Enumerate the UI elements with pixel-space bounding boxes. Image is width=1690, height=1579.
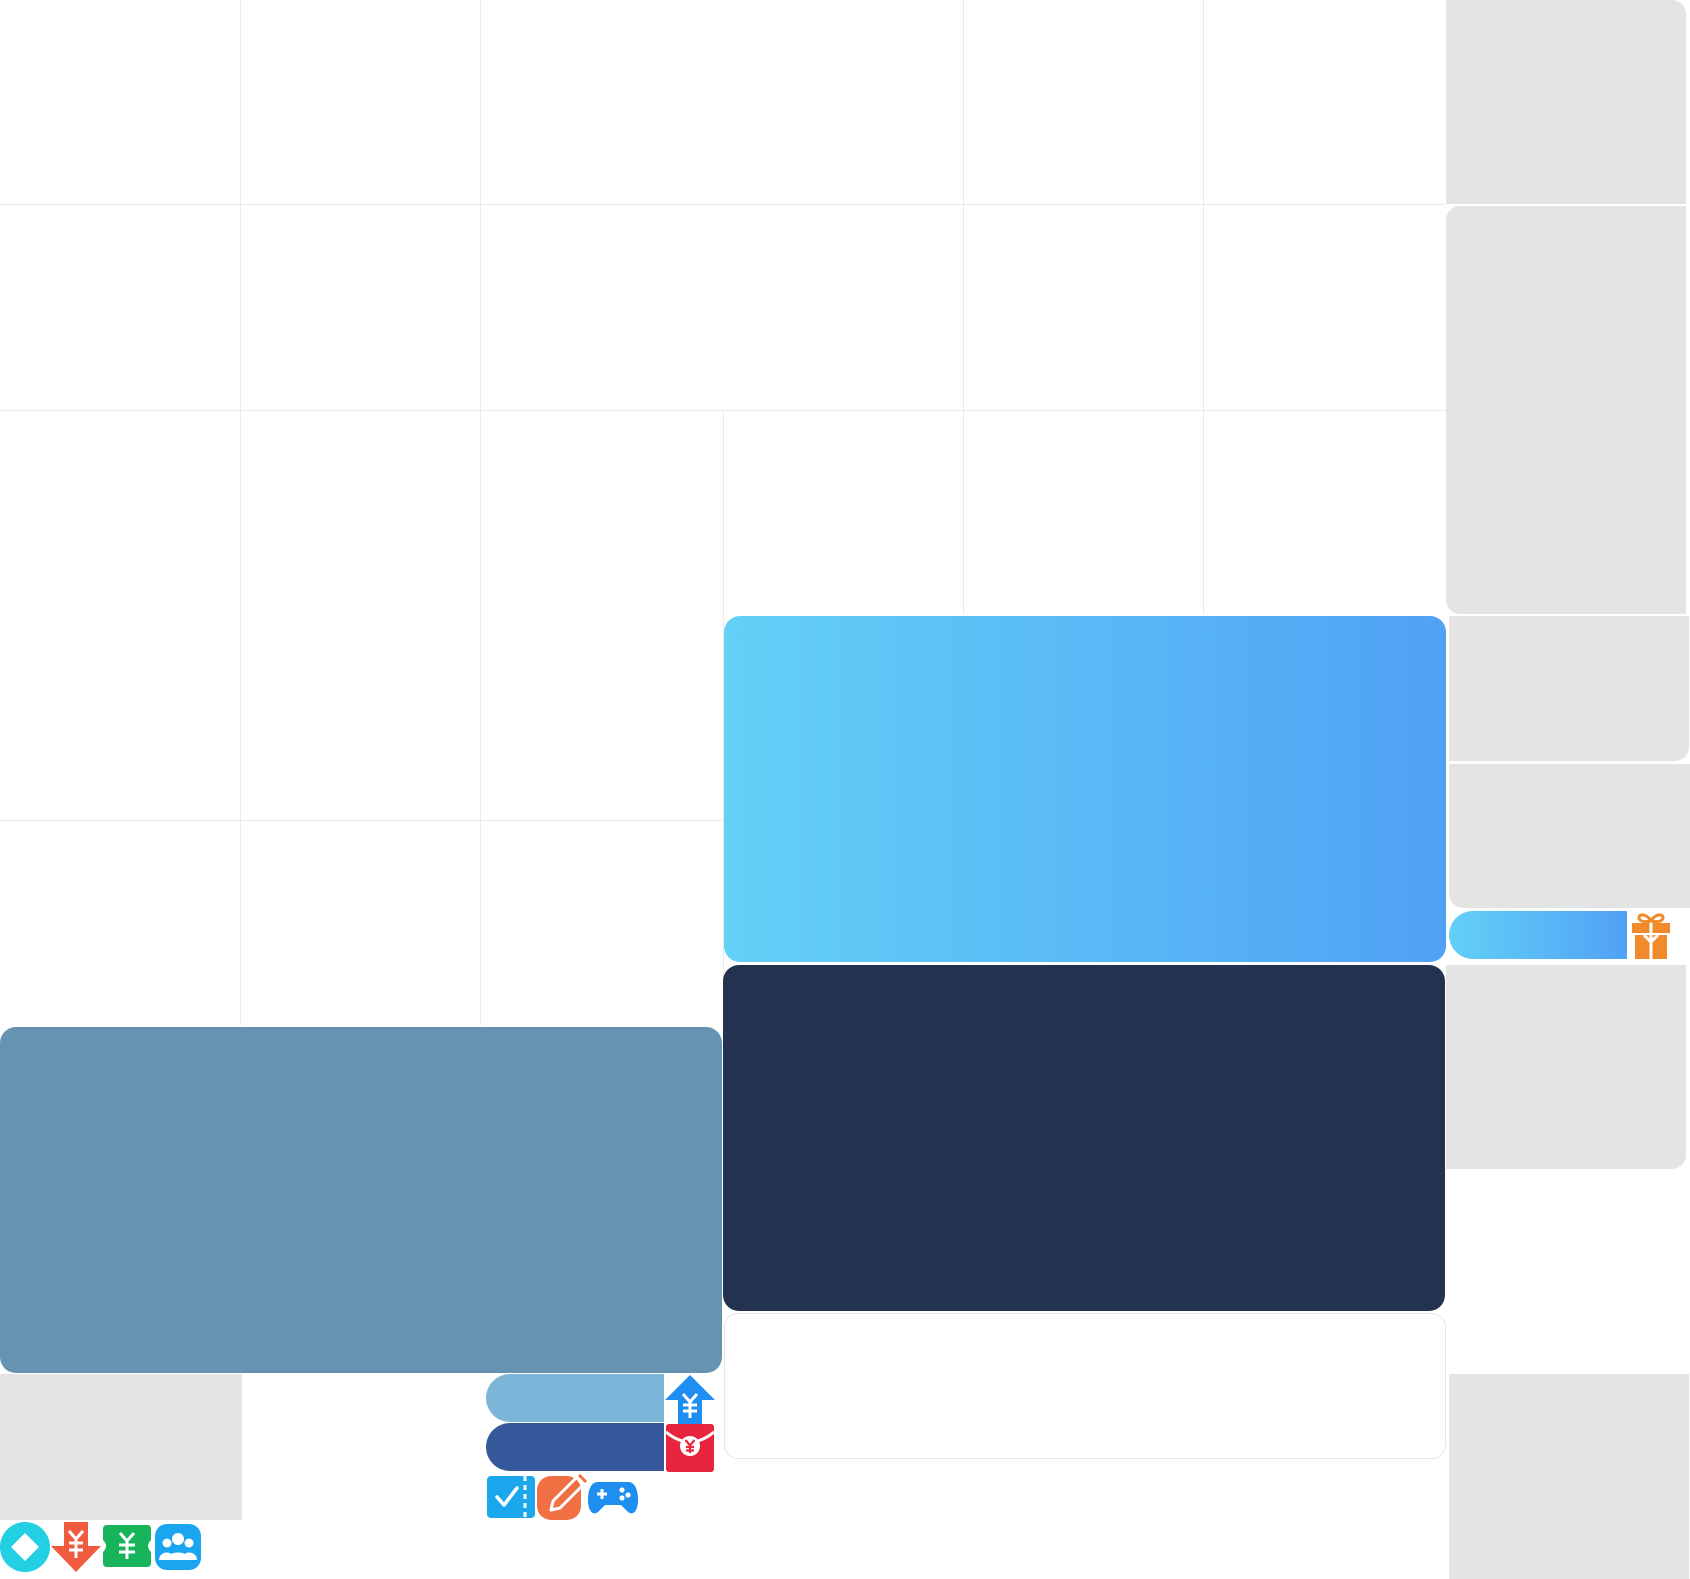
placeholder-tile — [1449, 616, 1689, 761]
red-envelope-icon[interactable] — [666, 1424, 714, 1472]
pencil-edit-icon[interactable] — [537, 1474, 587, 1520]
placeholder-tile — [1449, 1374, 1689, 1579]
grid-line — [723, 410, 724, 1025]
placeholder-tile — [1446, 965, 1686, 1169]
yuan-ticket-icon[interactable] — [103, 1525, 151, 1567]
grid-line — [963, 0, 964, 614]
grid-line — [240, 0, 241, 1025]
group-users-icon[interactable] — [155, 1524, 201, 1570]
steel-blue-card[interactable] — [0, 1027, 722, 1373]
upload-pill[interactable] — [486, 1374, 664, 1422]
yuan-upload-icon[interactable] — [664, 1374, 716, 1424]
gift-icon[interactable] — [1629, 911, 1673, 959]
white-card[interactable] — [724, 1313, 1446, 1459]
placeholder-tile — [1449, 764, 1690, 908]
placeholder-tile — [1446, 0, 1686, 204]
grid-line — [1203, 0, 1204, 614]
gift-pill[interactable] — [1449, 911, 1627, 959]
ticket-check-icon[interactable] — [487, 1476, 535, 1518]
grid-line — [0, 410, 1446, 411]
placeholder-tile — [1446, 206, 1686, 410]
placeholder-tile — [1446, 410, 1686, 614]
yuan-download-icon[interactable] — [51, 1522, 101, 1572]
diamond-icon[interactable] — [0, 1522, 50, 1572]
gradient-card[interactable] — [724, 616, 1446, 962]
navy-card[interactable] — [723, 965, 1445, 1311]
placeholder-tile — [0, 1374, 242, 1520]
gamepad-icon[interactable] — [588, 1478, 638, 1516]
grid-line — [480, 0, 481, 1025]
red-envelope-pill[interactable] — [486, 1423, 664, 1471]
grid-line — [0, 820, 723, 821]
grid-line — [0, 204, 1446, 205]
